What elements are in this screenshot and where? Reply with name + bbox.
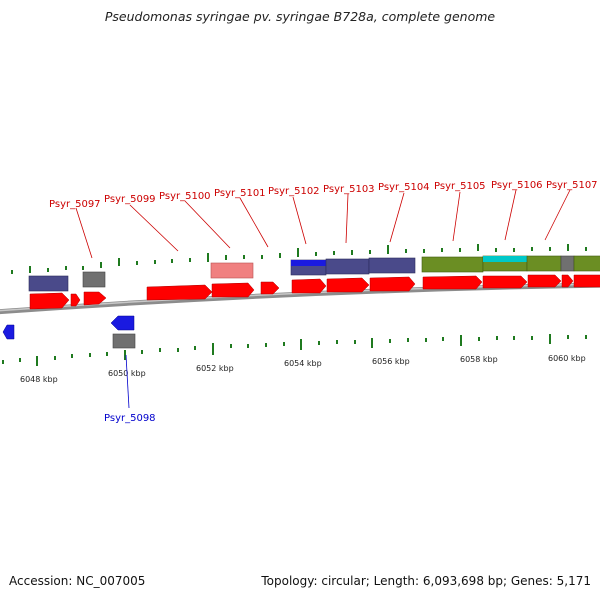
accession-text: Accession: NC_007005 [9,574,146,588]
gene-label[interactable]: Psyr_5097 [49,199,101,210]
position-axis: 6048 kbp 6050 kbp 6052 kbp 6054 kbp 6056… [20,354,586,384]
axis-tick-label: 6054 kbp [284,359,322,368]
gene-arrow [326,277,370,293]
reverse-gene-track [2,315,136,349]
cog-box [368,257,416,274]
cog-box [483,256,527,262]
gene-label[interactable]: Psyr_5107 [546,180,598,191]
gene-labels: Psyr_5097 Psyr_5098 Psyr_5099 Psyr_5100 … [49,180,598,424]
gene-label[interactable]: Psyr_5101 [214,188,266,199]
gc-content-lower [2,334,587,366]
cog-box [210,262,254,279]
label-leader-reverse [125,354,130,409]
axis-tick-label: 6048 kbp [20,375,58,384]
cog-box [28,275,69,292]
gene-arrow [527,274,562,288]
gene-label[interactable]: Psyr_5098 [104,413,156,424]
gene-arrow [260,281,280,295]
gc-skew-upper [11,244,587,274]
cog-box [291,260,326,266]
gene-arrow [211,282,255,298]
gene-label[interactable]: Psyr_5099 [104,194,156,205]
forward-gene-track [29,274,600,310]
gene-label[interactable]: Psyr_5102 [268,186,320,197]
label-leaders [75,189,571,259]
axis-tick-label: 6056 kbp [372,357,410,366]
gene-arrow [561,274,574,288]
cog-track-forward [28,255,600,292]
gene-arrow [83,291,107,306]
axis-tick-label: 6060 kbp [548,354,586,363]
gene-arrow [110,315,135,331]
gene-arrow [369,276,416,292]
gene-label[interactable]: Psyr_5104 [378,182,430,193]
axis-tick-label: 6052 kbp [196,364,234,373]
cog-box [82,271,106,288]
cog-box [325,258,370,275]
gene-label[interactable]: Psyr_5105 [434,181,486,192]
gene-arrow [146,284,213,301]
gene-arrow [70,293,81,307]
genome-summary-text: Topology: circular; Length: 6,093,698 bp… [261,574,591,588]
gene-arrow [291,278,327,294]
axis-tick-label: 6058 kbp [460,355,498,364]
cog-box [573,255,600,272]
gene-arrow [29,292,70,310]
gene-arrow [422,275,483,290]
gene-label[interactable]: Psyr_5106 [491,180,543,191]
gene-label[interactable]: Psyr_5103 [323,184,375,195]
gene-arrow [2,324,15,340]
gene-arrow [573,274,600,288]
cog-box [526,255,562,272]
gene-arrow [482,275,528,289]
cog-box [421,256,484,273]
cog-box [112,333,136,349]
gene-label[interactable]: Psyr_5100 [159,191,211,202]
cog-box [560,255,575,272]
map-title: Pseudomonas syringae pv. syringae B728a,… [104,9,496,24]
